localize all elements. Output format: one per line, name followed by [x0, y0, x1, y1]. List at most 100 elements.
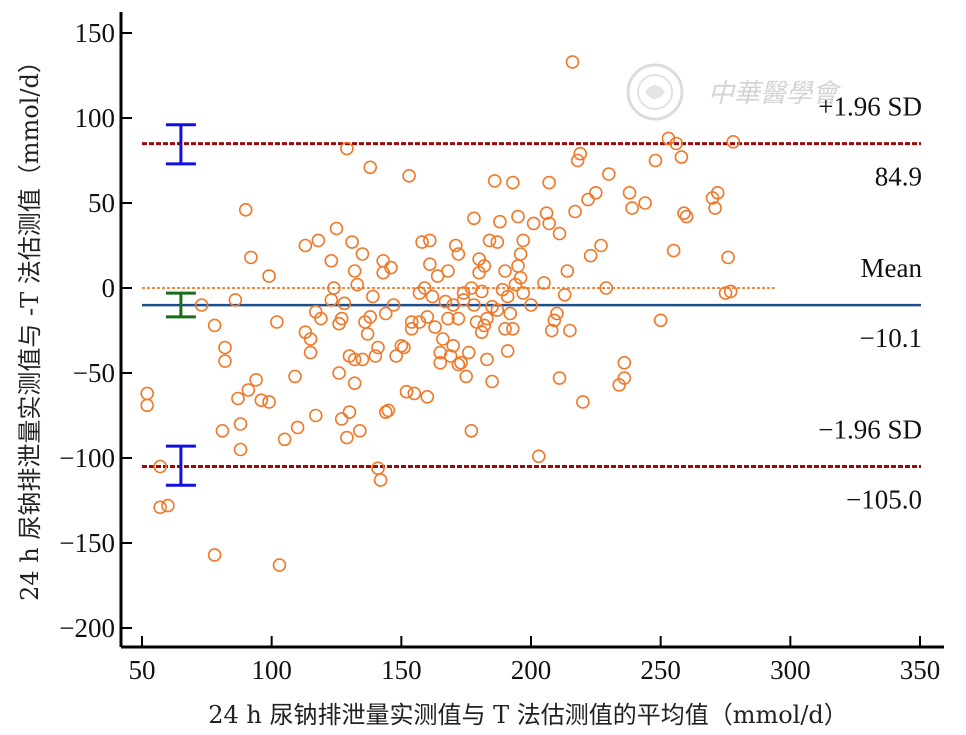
- x-tick-label: 100: [251, 655, 292, 685]
- data-point: [441, 311, 455, 326]
- data-point: [215, 423, 230, 438]
- data-point: [420, 389, 435, 404]
- data-point: [244, 250, 258, 265]
- data-point: [448, 238, 463, 253]
- data-point: [500, 289, 515, 304]
- data-point: [397, 340, 411, 355]
- data-point: [710, 186, 725, 200]
- data-point: [384, 260, 398, 275]
- x-axis-title: 24 h 尿钠排泄量实测值与 T 法估测值的平均值（mmol/d）: [208, 701, 848, 729]
- data-point: [360, 327, 375, 341]
- data-point: [355, 352, 370, 367]
- data-point: [503, 306, 518, 321]
- data-point: [477, 318, 492, 333]
- data-point: [340, 141, 354, 156]
- y-tick-label: 150: [75, 18, 116, 48]
- data-point: [531, 449, 546, 464]
- x-tick-label: 250: [640, 655, 681, 685]
- data-point: [373, 473, 388, 487]
- data-point: [480, 311, 494, 326]
- data-point: [347, 376, 362, 391]
- data-point: [480, 352, 494, 367]
- x-tick-label: 50: [129, 655, 156, 685]
- data-point: [329, 221, 344, 236]
- data-point: [233, 417, 248, 431]
- data-point: [355, 247, 370, 261]
- data-point: [332, 366, 346, 380]
- data-point: [262, 395, 276, 409]
- data-point: [653, 313, 668, 328]
- data-point: [334, 412, 349, 426]
- data-point: [625, 201, 639, 215]
- data-point: [428, 320, 442, 334]
- data-point: [417, 281, 432, 295]
- y-tick-label: 50: [88, 188, 115, 218]
- data-point: [721, 250, 735, 265]
- data-point: [153, 500, 167, 515]
- data-point: [599, 281, 614, 295]
- data-point: [433, 355, 448, 370]
- y-tick-label: 100: [75, 103, 116, 133]
- data-point: [290, 420, 305, 435]
- data-point: [565, 55, 580, 69]
- data-point: [207, 548, 222, 562]
- data-point: [350, 277, 365, 292]
- data-point: [498, 321, 512, 336]
- data-point: [464, 423, 479, 438]
- data-point: [477, 259, 492, 273]
- data-point: [327, 281, 341, 295]
- data-point: [506, 175, 520, 190]
- data-point: [487, 174, 502, 188]
- data-point: [451, 247, 466, 261]
- data-point: [708, 201, 722, 215]
- line-annotations: +1.96 SD 84.9 Mean −10.1 −1.96 SD −105.0: [818, 92, 922, 515]
- data-point: [404, 315, 419, 329]
- data-point: [511, 259, 525, 273]
- data-point: [415, 235, 429, 249]
- data-point: [446, 338, 461, 353]
- data-point: [231, 391, 245, 406]
- data-point: [423, 233, 437, 248]
- data-point: [363, 160, 378, 175]
- data-point: [303, 332, 318, 346]
- data-point: [238, 203, 253, 217]
- data-point: [482, 233, 497, 248]
- data-point: [363, 310, 378, 324]
- y-tick-label: 0: [102, 273, 116, 303]
- data-point: [277, 432, 292, 447]
- data-point: [441, 264, 455, 278]
- data-point: [474, 325, 489, 340]
- data-point: [506, 321, 520, 336]
- y-tick-label: −100: [59, 443, 115, 473]
- data-point: [153, 459, 167, 474]
- data-point: [490, 303, 505, 317]
- x-tick-label: 150: [381, 655, 422, 685]
- data-points: [140, 55, 741, 572]
- watermark: 中華醫學會: [626, 63, 842, 121]
- line-name-label: Mean: [861, 253, 923, 283]
- data-point: [617, 371, 632, 385]
- data-point: [542, 216, 556, 231]
- x-tick-label: 350: [900, 655, 941, 685]
- data-point: [443, 349, 458, 363]
- data-point: [648, 153, 663, 168]
- data-point: [218, 354, 232, 368]
- data-point: [513, 270, 528, 285]
- data-point: [378, 405, 393, 419]
- data-point: [617, 355, 632, 370]
- data-point: [342, 405, 357, 419]
- line-value-label: 84.9: [875, 162, 922, 192]
- line-value-label: −10.1: [860, 323, 922, 353]
- data-point: [451, 357, 466, 372]
- data-point: [337, 296, 352, 311]
- data-point: [601, 167, 616, 181]
- data-point: [404, 321, 419, 336]
- data-point: [560, 264, 575, 278]
- data-point: [723, 284, 738, 299]
- data-point: [576, 395, 590, 409]
- line-value-label: −105.0: [846, 485, 922, 515]
- data-point: [526, 216, 541, 231]
- data-point: [537, 276, 551, 290]
- data-point: [241, 383, 256, 397]
